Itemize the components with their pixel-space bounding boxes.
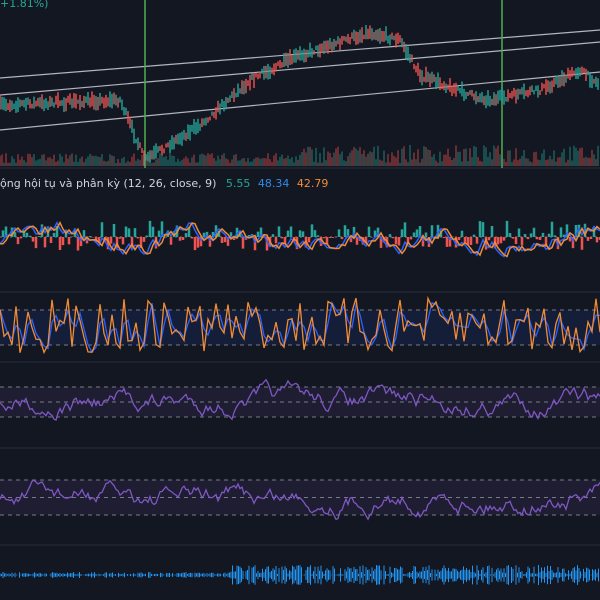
candles-down [0,25,595,166]
bottom-histogram [0,565,599,585]
macd-line-value: 48.34 [257,177,290,190]
rsi-line [0,378,600,421]
candles-up [1,25,599,163]
macd-legend: ộng hội tụ và phân kỳ (12, 26, close, 9)… [0,177,328,190]
macd-hist-value: 5.55 [225,177,251,190]
trend-line [0,41,600,96]
signal-line-value: 42.79 [296,177,329,190]
signal-line [0,221,600,258]
price-change: +1.81%) [0,0,49,10]
macd-title: ộng hội tụ và phân kỳ (12, 26, close, 9) [0,177,217,190]
macd-histogram-up [1,220,596,237]
rsi-line [0,479,600,521]
volume-up [3,145,599,166]
trend-line [0,71,600,131]
band-fill [0,310,600,345]
stoch-d [0,295,600,355]
stoch-k [0,300,600,354]
volume-down [0,145,597,166]
